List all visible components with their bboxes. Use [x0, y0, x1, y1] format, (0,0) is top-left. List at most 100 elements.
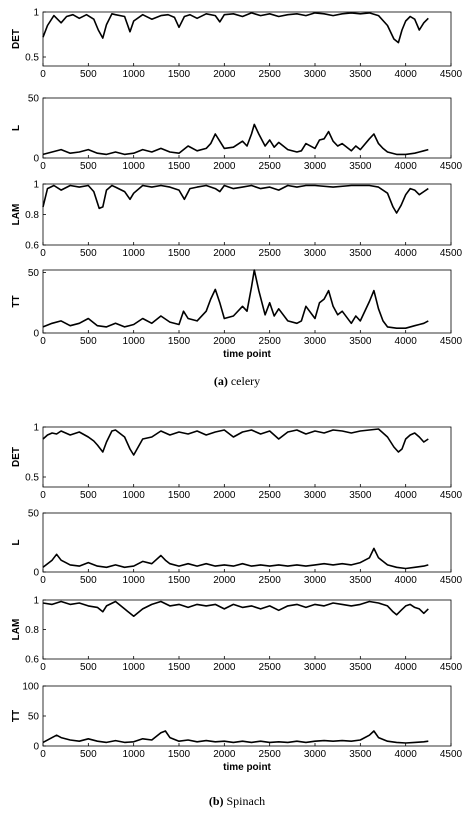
panel-b-tt-xtick-label: 1500	[168, 749, 191, 760]
panel-a-l-xtick-label: 0	[40, 161, 46, 172]
panel-a-det-series-line	[42, 12, 429, 44]
panels: 0 500 1000 1500 2000 2500 3000 3500 4000 45000.51…	[11, 8, 463, 774]
panel-b-l-xtick-label: 4000	[395, 575, 418, 586]
panel-b-tt-ytick-label: 50	[28, 712, 40, 723]
caption-a: (a) celery	[214, 374, 260, 388]
panel-b-det-xtick-label: 0	[40, 490, 46, 501]
panel-b-lam-ytick-label: 0.8	[25, 625, 39, 636]
panel-b-l-xtick-label: 3500	[349, 575, 372, 586]
panel-b-l-xtick-label: 3000	[304, 575, 327, 586]
panel-a-lam-ytick-label: 0.8	[25, 210, 39, 221]
panel-a-tt-xtick-label: 0	[40, 336, 46, 347]
panel-a-det-xtick-label: 4000	[395, 69, 418, 80]
panel-b-l-ytick-label: 0	[33, 568, 39, 579]
panel-a-det-xtick-label: 3500	[349, 69, 372, 80]
panel-b-det-xtick-label: 4000	[395, 490, 418, 501]
panel-b-l-xtick-label: 1500	[168, 575, 191, 586]
panel-b-l: 0 500 1000 1500 2000 2500 3000 3500 4000 4500 0 50 L	[11, 509, 463, 587]
panel-b-det-xtick-label: 2500	[259, 490, 282, 501]
panel-b-l-xtick-label: 1000	[123, 575, 146, 586]
panel-a-det-xtick-label: 1000	[123, 69, 146, 80]
caption-a-label: (a)	[214, 374, 228, 388]
panel-a-tt-xtick-label: 4000	[395, 336, 418, 347]
panel-b-lam-xtick-label: 2500	[259, 662, 282, 673]
panel-b-det-series-line	[42, 428, 429, 456]
panel-a-lam-xtick-label: 1000	[123, 248, 146, 259]
panel-b-lam-xtick-label: 4500	[440, 662, 463, 673]
panel-b-lam-series-line	[42, 600, 429, 618]
panel-b-det-xtick-label: 3000	[304, 490, 327, 501]
panel-b-l-ytick-label: 50	[28, 509, 40, 520]
panel-a-tt-xtick-label: 4500	[440, 336, 463, 347]
panel-b-det-ylabel: DET	[11, 447, 22, 467]
panel-a-tt-xtick-label: 1500	[168, 336, 191, 347]
panel-a-lam-frame	[42, 183, 452, 246]
panel-b-lam: 0 500 1000 1500 2000 2500 3000 3500 4000 4500 0.6 0…	[11, 596, 463, 674]
panel-b-det: 0 500 1000 1500 2000 2500 3000 3500 4000 4500 0.5 1…	[11, 423, 463, 502]
panel-a-det-xtick-label: 3000	[304, 69, 327, 80]
panel-a-l-xtick-label: 1500	[168, 161, 191, 172]
panel-b-l-xtick-label: 0	[40, 575, 46, 586]
panel-a-l: 0 500 1000 1500 2000 2500 3000 3500 4000 4500 0 50 L	[11, 94, 463, 173]
panel-a-tt-xtick-label: 2500	[259, 336, 282, 347]
panel-a-lam-series-line	[42, 184, 429, 214]
panel-a-det-frame	[42, 11, 452, 67]
panel-a-lam-xtick-label: 1500	[168, 248, 191, 259]
panel-b-lam-xtick-label: 0	[40, 662, 46, 673]
panel-a-lam-ylabel: LAM	[11, 204, 22, 226]
panel-a-l-xtick-label: 3000	[304, 161, 327, 172]
panel-a-l-xtick-label: 4000	[395, 161, 418, 172]
panel-a-tt-series-line	[42, 269, 429, 330]
panel-a-tt-ytick-label: 0	[33, 329, 39, 340]
panel-a-tt-xtick-label: 500	[80, 336, 97, 347]
panel-a-lam-xtick-label: 500	[80, 248, 97, 259]
panel-a-lam-xtick-label: 0	[40, 248, 46, 259]
panel-a-det-ytick-label: 1	[33, 8, 39, 19]
panel-a-tt-xtick-label: 1000	[123, 336, 146, 347]
panel-b-l-series-line	[42, 547, 429, 570]
panel-b-lam-ylabel: LAM	[11, 619, 22, 641]
panel-b-det-xtick-label: 1000	[123, 490, 146, 501]
panel-b-l-frame	[42, 512, 452, 573]
panel-a-tt-xtick-label: 3500	[349, 336, 372, 347]
panel-a-l-ytick-label: 50	[28, 94, 40, 105]
panel-a-lam-xtick-label: 3500	[349, 248, 372, 259]
panel-b-lam-xtick-label: 3000	[304, 662, 327, 673]
panel-b-lam-xtick-label: 500	[80, 662, 97, 673]
caption-b-text: Spinach	[224, 794, 266, 808]
panel-b-tt-ylabel: TT	[11, 710, 22, 722]
panel-b-tt-xtick-label: 0	[40, 749, 46, 760]
panel-b-tt-xtick-label: 3500	[349, 749, 372, 760]
panel-b-lam-xtick-label: 2000	[213, 662, 236, 673]
panel-b-lam-ytick-label: 0.6	[25, 655, 39, 666]
panel-b-lam-xtick-label: 3500	[349, 662, 372, 673]
panel-b-tt-xtick-label: 2000	[213, 749, 236, 760]
panel-a-tt-ylabel: TT	[11, 295, 22, 307]
panel-a-l-xtick-label: 2500	[259, 161, 282, 172]
panel-b-l-xtick-label: 2500	[259, 575, 282, 586]
panel-b-tt-xtick-label: 3000	[304, 749, 327, 760]
panel-a-tt-xlabel: time point	[223, 349, 271, 360]
panel-a-tt-frame	[42, 269, 452, 334]
panel-a-l-ytick-label: 0	[33, 154, 39, 165]
panel-a-lam-xtick-label: 4500	[440, 248, 463, 259]
panel-a-l-xtick-label: 1000	[123, 161, 146, 172]
panel-a-l-xtick-label: 2000	[213, 161, 236, 172]
panel-a-lam-xtick-label: 3000	[304, 248, 327, 259]
panel-b-tt-frame	[42, 685, 452, 747]
panel-a-lam-xtick-label: 4000	[395, 248, 418, 259]
panel-a-det: 0 500 1000 1500 2000 2500 3000 3500 4000 4500 0.5 1…	[11, 8, 463, 81]
panel-b-det-ytick-label: 0.5	[25, 473, 39, 484]
panel-a-l-series-line	[42, 123, 429, 156]
panel-b-tt: 0 500 1000 1500 2000 2500 3000 3500 4000 4500 0 50 1…	[11, 682, 463, 774]
panel-b-det-xtick-label: 2000	[213, 490, 236, 501]
caption-b-label: (b)	[209, 794, 224, 808]
panel-b-tt-xtick-label: 2500	[259, 749, 282, 760]
panel-b-l-ylabel: L	[11, 539, 22, 545]
panel-b-det-frame	[42, 426, 452, 488]
panel-a-tt: 0 500 1000 1500 2000 2500 3000 3500 4000 4500 0 50 T…	[11, 268, 463, 360]
panel-b-lam-ytick-label: 1	[33, 596, 39, 607]
panel-b-lam-xtick-label: 1000	[123, 662, 146, 673]
panel-a-lam: 0 500 1000 1500 2000 2500 3000 3500 4000 4500 0.6 0…	[11, 180, 463, 260]
panel-a-det-xtick-label: 4500	[440, 69, 463, 80]
